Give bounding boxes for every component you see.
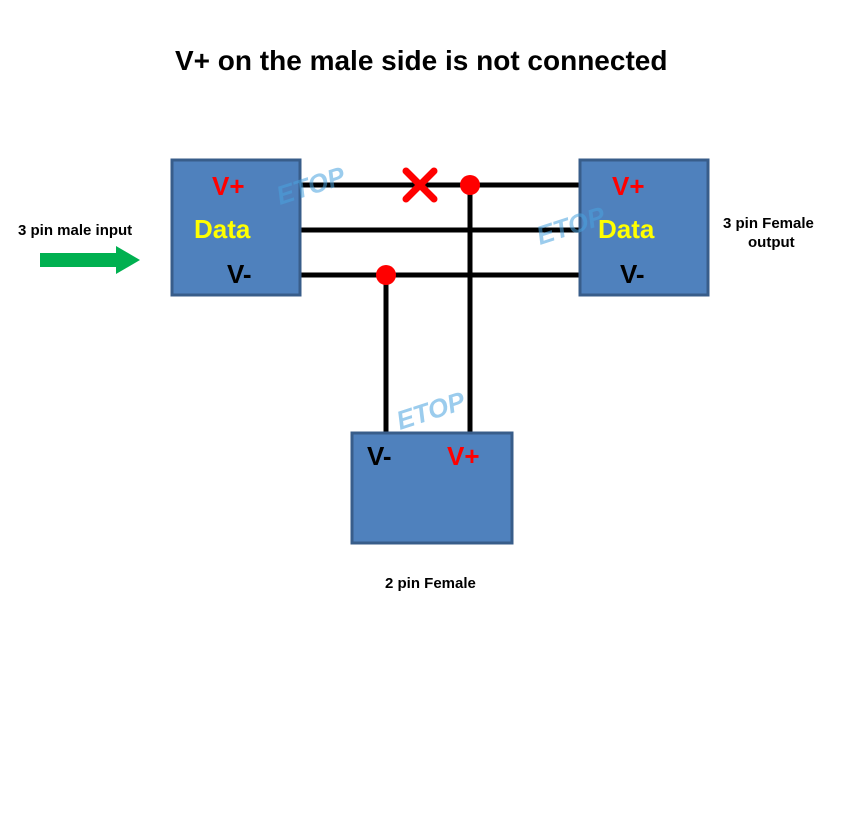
watermark-2: ETOP bbox=[393, 385, 470, 435]
bottom-v-minus-label: V- bbox=[367, 441, 392, 471]
junction-node-top bbox=[460, 175, 480, 195]
right-v-plus-label: V+ bbox=[612, 171, 645, 201]
input-arrow-icon bbox=[40, 246, 140, 274]
wiring-diagram: V+DataV-V+DataV-V-V+ETOPETOPETOP bbox=[0, 0, 847, 823]
left-v-minus-label: V- bbox=[227, 259, 252, 289]
left-v-plus-label: V+ bbox=[212, 171, 245, 201]
junction-node-bottom bbox=[376, 265, 396, 285]
right-v-minus-label: V- bbox=[620, 259, 645, 289]
left-data-label: Data bbox=[194, 214, 251, 244]
bottom-v-plus-label: V+ bbox=[447, 441, 480, 471]
